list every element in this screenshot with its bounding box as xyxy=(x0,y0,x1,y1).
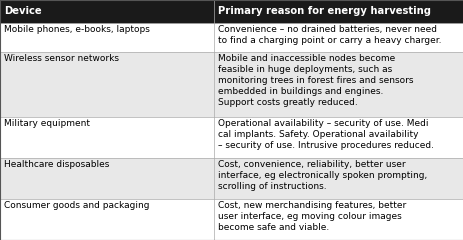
Bar xyxy=(0,23,214,52)
Bar xyxy=(0,117,214,158)
Text: Military equipment: Military equipment xyxy=(4,119,90,128)
Text: Primary reason for energy harvesting: Primary reason for energy harvesting xyxy=(218,6,431,16)
Bar xyxy=(214,23,463,52)
Text: Device: Device xyxy=(4,6,42,16)
Bar xyxy=(0,0,463,23)
Bar xyxy=(214,199,463,240)
Bar xyxy=(0,199,214,240)
Bar xyxy=(0,158,214,199)
Text: Convenience – no drained batteries, never need
to find a charging point or carry: Convenience – no drained batteries, neve… xyxy=(218,25,441,45)
Text: Consumer goods and packaging: Consumer goods and packaging xyxy=(4,201,149,210)
Bar xyxy=(0,52,214,117)
Text: Operational availability – security of use. Medi
cal implants. Safety. Operation: Operational availability – security of u… xyxy=(218,119,433,150)
Text: Healthcare disposables: Healthcare disposables xyxy=(4,160,109,169)
Bar xyxy=(214,117,463,158)
Text: Mobile and inaccessible nodes become
feasible in huge deployments, such as
monit: Mobile and inaccessible nodes become fea… xyxy=(218,54,413,108)
Bar xyxy=(214,52,463,117)
Text: Wireless sensor networks: Wireless sensor networks xyxy=(4,54,119,63)
Text: Mobile phones, e-books, laptops: Mobile phones, e-books, laptops xyxy=(4,25,150,34)
Text: Cost, new merchandising features, better
user interface, eg moving colour images: Cost, new merchandising features, better… xyxy=(218,201,406,232)
Text: Cost, convenience, reliability, better user
interface, eg electronically spoken : Cost, convenience, reliability, better u… xyxy=(218,160,427,191)
Bar xyxy=(214,158,463,199)
